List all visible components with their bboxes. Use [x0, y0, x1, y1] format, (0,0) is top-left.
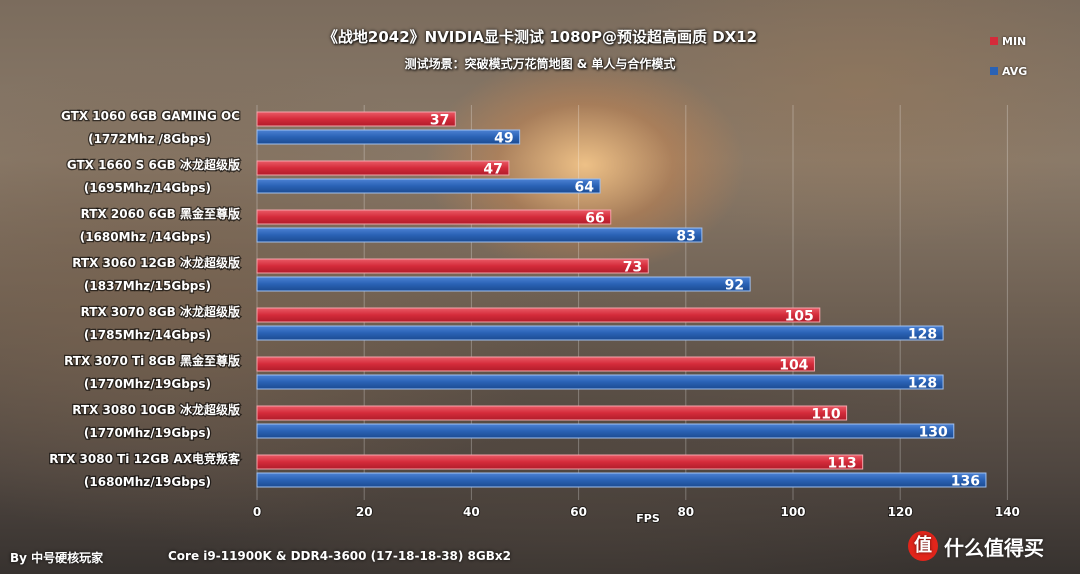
category-label-name: GTX 1060 6GB GAMING OC	[61, 109, 240, 123]
bar-min	[256, 258, 649, 274]
category-label-spec: (1772Mhz /8Gbps)	[88, 132, 211, 146]
data-label-min: 37	[430, 113, 449, 129]
footer-author: By 中号硬核玩家	[10, 551, 104, 565]
data-label-min: 66	[585, 211, 604, 227]
bar-avg	[256, 325, 944, 341]
data-label-avg: 49	[494, 131, 513, 147]
legend-item-min: MIN	[990, 34, 1026, 48]
x-tick-label: 0	[253, 505, 261, 519]
data-label-avg: 136	[951, 474, 980, 490]
bar-min	[256, 307, 821, 323]
category-label-spec: (1770Mhz/19Gbps)	[84, 377, 211, 391]
category-label-name: RTX 2060 6GB 黑金至尊版	[81, 206, 240, 221]
footer-platform: Core i9-11900K & DDR4-3600 (17-18-18-38)…	[168, 549, 511, 563]
category-label-name: RTX 3080 Ti 12GB AX电竞叛客	[49, 451, 241, 466]
x-axis-ticks: 0 20 40 60 80 100 120 140 FPS	[252, 504, 1021, 526]
x-tick-label: 120	[888, 505, 913, 519]
x-tick-label: 60	[570, 505, 587, 519]
x-tick-label: 100	[780, 505, 805, 519]
legend-swatch-min	[990, 37, 998, 45]
legend-label-avg: AVG	[1002, 64, 1028, 78]
category-label-name: GTX 1660 S 6GB 冰龙超级版	[67, 157, 240, 172]
category-label-name: RTX 3060 12GB 冰龙超级版	[72, 255, 240, 270]
legend-swatch-avg	[990, 67, 998, 75]
category-label-spec: (1695Mhz/14Gbps)	[84, 181, 211, 195]
watermark-text: 什么值得买	[944, 535, 1044, 560]
bar-min	[256, 209, 612, 225]
data-label-avg: 83	[676, 229, 695, 245]
category-label-spec: (1680Mhz /14Gbps)	[80, 230, 211, 244]
x-tick-label: 80	[677, 505, 694, 519]
x-axis-label: FPS	[636, 512, 660, 525]
bar-avg	[256, 178, 601, 194]
category-label-spec: (1680Mhz/19Gbps)	[84, 475, 211, 489]
data-label-min: 104	[779, 358, 808, 374]
legend-label-min: MIN	[1002, 34, 1027, 48]
data-label-min: 105	[785, 309, 814, 325]
category-labels: GTX 1060 6GB GAMING OC (1772Mhz /8Gbps) GT…	[48, 108, 242, 491]
data-label-avg: 130	[919, 425, 948, 441]
data-label-avg: 92	[725, 278, 744, 294]
category-label-name: RTX 3070 8GB 冰龙超级版	[81, 304, 240, 319]
data-label-min: 113	[827, 456, 856, 472]
chart-title: 《战地2042》NVIDIA显卡测试 1080P@预设超高画质 DX12	[322, 28, 758, 46]
bar-avg	[256, 374, 944, 390]
category-label-name: RTX 3070 Ti 8GB 黑金至尊版	[64, 353, 240, 368]
data-label-avg: 128	[908, 376, 937, 392]
category-label-spec: (1770Mhz/19Gbps)	[84, 426, 211, 440]
bar-min	[256, 454, 864, 470]
bar-min	[256, 405, 848, 421]
watermark-logo-icon: 值	[908, 531, 938, 561]
category-label-spec: (1785Mhz/14Gbps)	[84, 328, 211, 342]
bar-min	[256, 356, 815, 372]
bar-avg	[256, 472, 987, 488]
bar-avg	[256, 276, 751, 292]
data-label-min: 110	[811, 407, 840, 423]
category-label-spec: (1837Mhz/15Gbps)	[84, 279, 211, 293]
data-label-min: 47	[483, 162, 502, 178]
site-watermark: 值 什么值得买	[908, 531, 1044, 561]
bars: 37 49 47 64 66 83 73 92 105 128 104 128 110 130 113 136	[256, 111, 987, 490]
data-label-avg: 64	[575, 180, 595, 196]
data-label-min: 73	[623, 260, 642, 276]
x-tick-label: 140	[995, 505, 1020, 519]
bar-avg	[256, 129, 521, 145]
bar-min	[256, 111, 456, 127]
data-label-avg: 128	[908, 327, 937, 343]
category-label-name: RTX 3080 10GB 冰龙超级版	[72, 402, 240, 417]
x-tick-label: 40	[463, 505, 480, 519]
bar-avg	[256, 423, 955, 439]
chart-subtitle: 测试场景：突破模式万花筒地图 & 单人与合作模式	[404, 57, 676, 71]
x-tick-label: 20	[356, 505, 373, 519]
bar-avg	[256, 227, 703, 243]
bar-min	[256, 160, 510, 176]
legend-item-avg: AVG	[990, 64, 1027, 78]
